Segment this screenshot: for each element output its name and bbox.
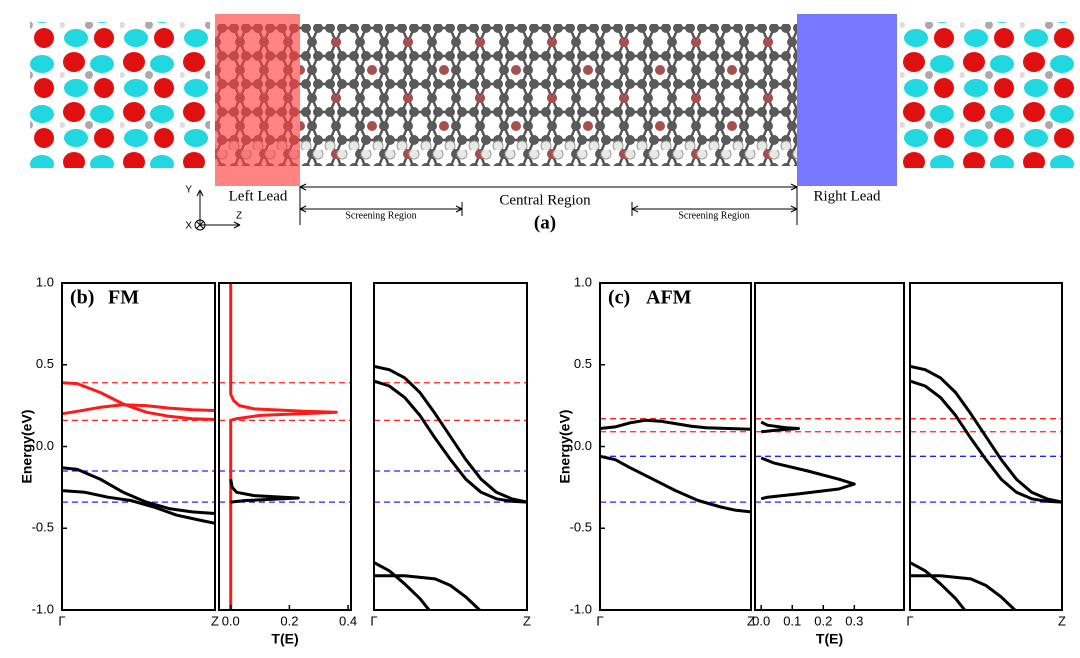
orbital-right (900, 22, 1076, 168)
frame (599, 282, 752, 611)
x-tick-label: Γ (596, 613, 603, 628)
y-tick-label: 0.5 (36, 356, 54, 371)
panel-label: (a) (534, 212, 556, 233)
label: Right Lead (813, 188, 881, 204)
y-tick-label: 1.0 (36, 274, 54, 289)
curve (374, 574, 481, 612)
x-tick-label: Γ (58, 613, 65, 628)
orbital-left (30, 22, 210, 168)
x-tick-label: Z (211, 613, 219, 628)
x-tick-label: 0.0 (222, 613, 240, 628)
y-tick-label: 1.0 (574, 274, 592, 289)
y-tick-label: -0.5 (32, 520, 54, 535)
y-tick-label: -1.0 (32, 601, 54, 616)
x-tick-label: Γ (906, 613, 913, 628)
y-tick-label: 0.0 (574, 438, 592, 453)
curve (760, 420, 800, 434)
x-tick-label: 0.3 (845, 613, 863, 628)
curve (61, 403, 216, 416)
panel-label: (c) (608, 287, 630, 309)
curve (599, 418, 752, 431)
frame (373, 282, 528, 611)
panel-label: (b) (70, 287, 94, 309)
axis-label: X (185, 221, 192, 232)
curve (909, 364, 1063, 504)
x-tick-label: 0.2 (814, 613, 832, 628)
curve (61, 381, 216, 421)
label: Screening Region (678, 210, 749, 221)
left-lead-box (215, 14, 300, 186)
hydrogen (215, 14, 797, 174)
right-lead-box (797, 14, 897, 186)
curve (910, 574, 1016, 612)
panel-title: AFM (646, 287, 692, 309)
x-tick-label: Z (1058, 613, 1066, 628)
axes-icon (196, 221, 204, 229)
x-tick-label: Γ (370, 613, 377, 628)
axis-label: Y (185, 185, 192, 196)
y-tick-label: 0.5 (574, 356, 592, 371)
screen-arrow (631, 202, 798, 216)
curve (373, 364, 528, 504)
x-tick-label: 0.1 (783, 613, 801, 628)
curve (760, 456, 856, 501)
curve (373, 561, 431, 611)
y-tick-label: -1.0 (570, 601, 592, 616)
curve (373, 379, 528, 504)
x-tick-label: 0.4 (339, 613, 357, 628)
x-tick-label: 0.0 (752, 613, 770, 628)
structure: Left Lead Central Region Right Lead Scre… (30, 14, 1076, 233)
frame (909, 282, 1063, 611)
axes-icon (194, 219, 206, 231)
label: Central Region (499, 192, 591, 208)
curve (61, 489, 216, 525)
screen-arrow (299, 202, 463, 216)
y-axis-label: Energy(eV) (557, 410, 573, 484)
y-axis-label: Energy(eV) (19, 410, 35, 484)
frame (218, 282, 352, 611)
curve (229, 478, 300, 504)
x-axis-label: T(E) (271, 631, 298, 647)
y-tick-label: -0.5 (570, 520, 592, 535)
frame (61, 282, 216, 611)
label: Left Lead (229, 188, 288, 204)
y-tick-label: 0.0 (36, 438, 54, 453)
x-tick-label: Z (747, 613, 755, 628)
curve (599, 454, 752, 514)
panel-title: FM (108, 287, 139, 309)
curve (909, 379, 1063, 504)
central-arrow (299, 183, 798, 191)
curve (61, 466, 216, 515)
curve (909, 561, 966, 611)
frame (754, 282, 905, 611)
curve (229, 283, 338, 610)
axis-label: Z (236, 211, 242, 222)
x-axis-label: T(E) (816, 631, 843, 647)
x-tick-label: 0.2 (280, 613, 298, 628)
x-tick-label: Z (523, 613, 531, 628)
label: Screening Region (345, 210, 416, 221)
axes-icon (196, 189, 241, 229)
